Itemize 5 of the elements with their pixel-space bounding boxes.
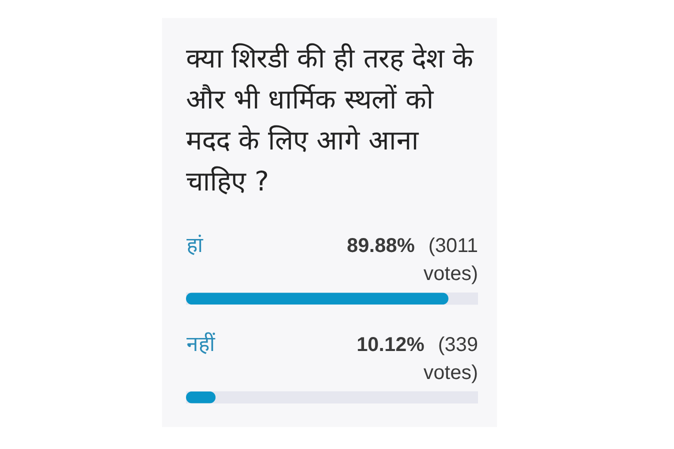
- data-label: 89.88% (3011 votes): [346, 235, 478, 286]
- y-tick-label: नहीं: [186, 332, 216, 356]
- y-tick-label: हां: [186, 233, 204, 258]
- chart-title: क्या शिरडी की ही तरह देश के और भी धार्मिक स्थलों को मदद के लिए आगे आना चाहिए ?: [186, 42, 474, 198]
- data-label: 10.12% (339 votes): [356, 334, 478, 384]
